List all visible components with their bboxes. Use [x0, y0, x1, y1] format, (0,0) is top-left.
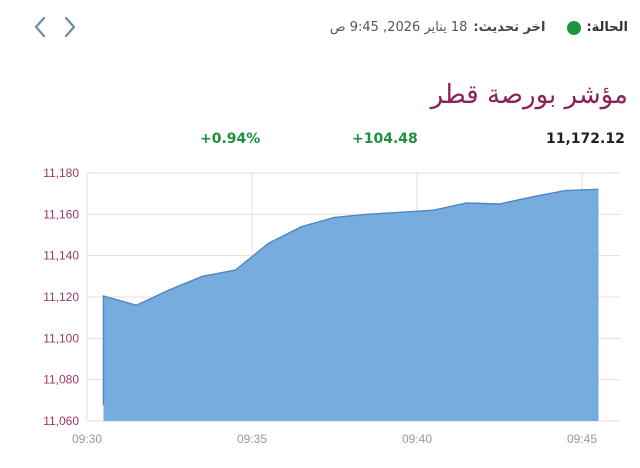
- chevron-right-icon: [64, 16, 76, 38]
- change-percent: +0.94%: [200, 131, 261, 147]
- status-label: الحالة:: [586, 20, 628, 35]
- x-tick-label: 09:30: [72, 432, 102, 446]
- last-update-value: 18 يناير 2026, 9:45 ص: [329, 20, 468, 35]
- chevron-left-icon: [34, 16, 46, 38]
- x-tick-label: 09:35: [237, 432, 267, 446]
- x-tick-label: 09:40: [402, 432, 432, 446]
- page-title: مؤشر بورصة قطر: [430, 80, 628, 110]
- index-line: [102, 188, 599, 406]
- y-tick-label: 11,060: [43, 414, 79, 428]
- y-tick-label: 11,140: [43, 249, 79, 263]
- index-area-chart: 11,180 11,160 11,140 11,120 11,100 11,080 11,0…: [43, 166, 620, 446]
- change-value: +104.48: [352, 131, 418, 147]
- y-tick-label: 11,180: [43, 166, 79, 180]
- next-button[interactable]: [60, 14, 80, 40]
- index-stats: +0.94% +104.48 11,172.12: [0, 131, 640, 153]
- y-tick-label: 11,160: [43, 207, 79, 221]
- chart-navigation: [30, 14, 80, 40]
- y-tick-label: 11,100: [43, 331, 79, 345]
- y-tick-label: 11,120: [43, 290, 79, 304]
- x-tick-label: 09:45: [567, 432, 597, 446]
- index-area: [103, 189, 599, 421]
- x-axis-ticks: 09:30 09:35 09:40 09:45: [72, 432, 597, 446]
- index-value: 11,172.12: [546, 131, 625, 147]
- status-bar: الحالة: اخر تحديث: 18 يناير 2026, 9:45 ص: [330, 20, 628, 35]
- previous-button[interactable]: [30, 14, 50, 40]
- last-update-label: اخر تحديث:: [473, 20, 546, 35]
- y-axis-ticks: 11,180 11,160 11,140 11,120 11,100 11,080 11,0…: [43, 166, 79, 428]
- y-tick-label: 11,080: [43, 373, 79, 387]
- status-indicator-icon: [567, 20, 582, 35]
